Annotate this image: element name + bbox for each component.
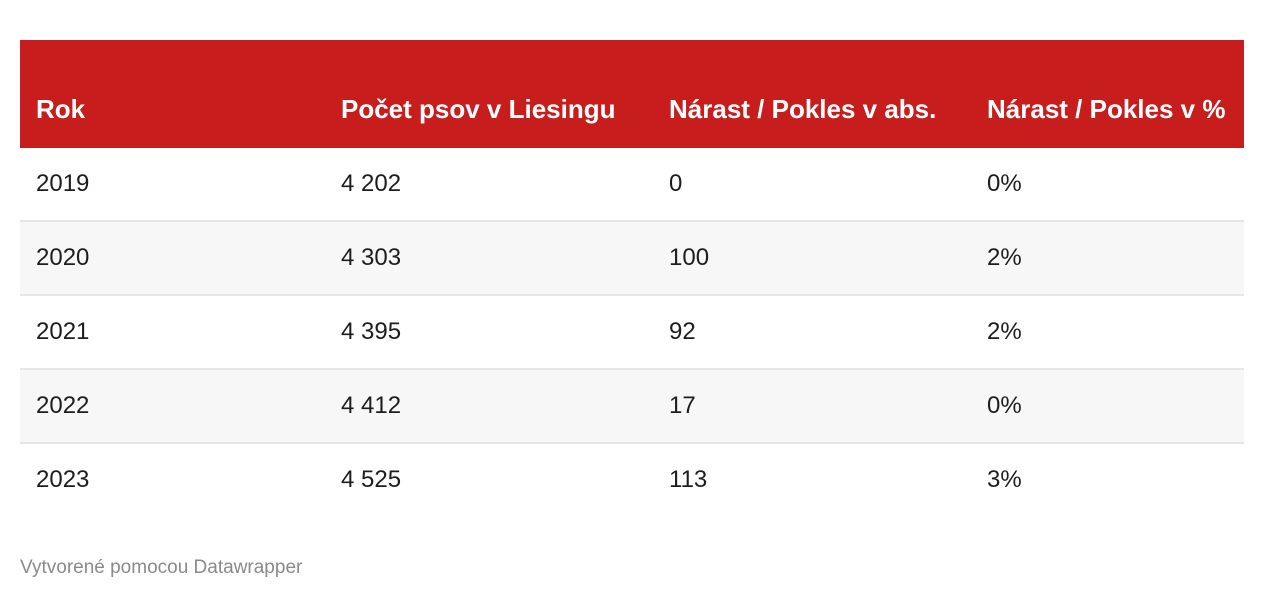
footer-credit[interactable]: Vytvorené pomocou Datawrapper — [20, 557, 303, 578]
table-cell: 0% — [971, 148, 1244, 222]
table-cell: 100 — [653, 221, 971, 296]
data-table: Rok Počet psov v Liesingu Nárast / Pokle… — [20, 40, 1244, 516]
table-cell: 4 395 — [325, 295, 653, 370]
header-rok[interactable]: Rok — [20, 40, 325, 148]
table-row: 2023 4 525 113 3% — [20, 443, 1244, 516]
table-cell: 0% — [971, 369, 1244, 444]
header-pocet-psov[interactable]: Počet psov v Liesingu — [325, 40, 653, 148]
table-cell: 3% — [987, 466, 1022, 493]
table-cell: 2023 — [36, 466, 90, 493]
table-cell: 2021 — [20, 295, 325, 370]
table-cell: 4 202 — [325, 148, 653, 222]
table-cell: 4 412 — [325, 369, 653, 444]
table-row: 2021 4 395 92 2% — [20, 295, 1244, 370]
table-cell: 2% — [971, 221, 1244, 296]
table-cell: 2019 — [20, 148, 325, 222]
table-cell: 92 — [653, 295, 971, 370]
table-row: 2019 4 202 0 0% — [20, 148, 1244, 222]
table-cell: 2020 — [20, 221, 325, 296]
table-cell: 17 — [653, 369, 971, 444]
table-cell: 2022 — [20, 369, 325, 444]
table-cell: 113 — [669, 466, 708, 493]
header-narast-abs[interactable]: Nárast / Pokles v abs. — [653, 40, 971, 148]
table-cell: 4 303 — [325, 221, 653, 296]
table-row: 2022 4 412 17 0% — [20, 369, 1244, 444]
table-cell: 2% — [971, 295, 1244, 370]
table-cell: 4 525 — [341, 466, 402, 493]
header-narast-percent[interactable]: Nárast / Pokles v % — [971, 40, 1244, 148]
table-row: 2020 4 303 100 2% — [20, 221, 1244, 296]
table-cell: 0 — [653, 148, 971, 222]
header-row: Rok Počet psov v Liesingu Nárast / Pokle… — [20, 40, 1244, 148]
